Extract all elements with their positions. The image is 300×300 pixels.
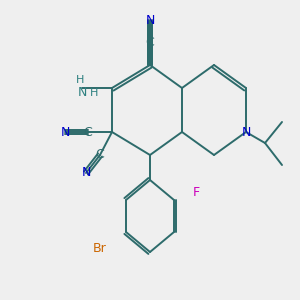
Text: Br: Br <box>93 242 107 254</box>
Text: N: N <box>77 86 87 100</box>
Text: N: N <box>241 125 251 139</box>
Text: N: N <box>145 14 155 26</box>
Text: C: C <box>84 125 92 139</box>
Text: H: H <box>76 75 84 85</box>
Text: F: F <box>192 185 200 199</box>
Text: C: C <box>96 148 104 161</box>
Text: N: N <box>60 125 70 139</box>
Text: C: C <box>146 35 154 49</box>
Text: H: H <box>90 88 98 98</box>
Text: N: N <box>81 167 91 179</box>
